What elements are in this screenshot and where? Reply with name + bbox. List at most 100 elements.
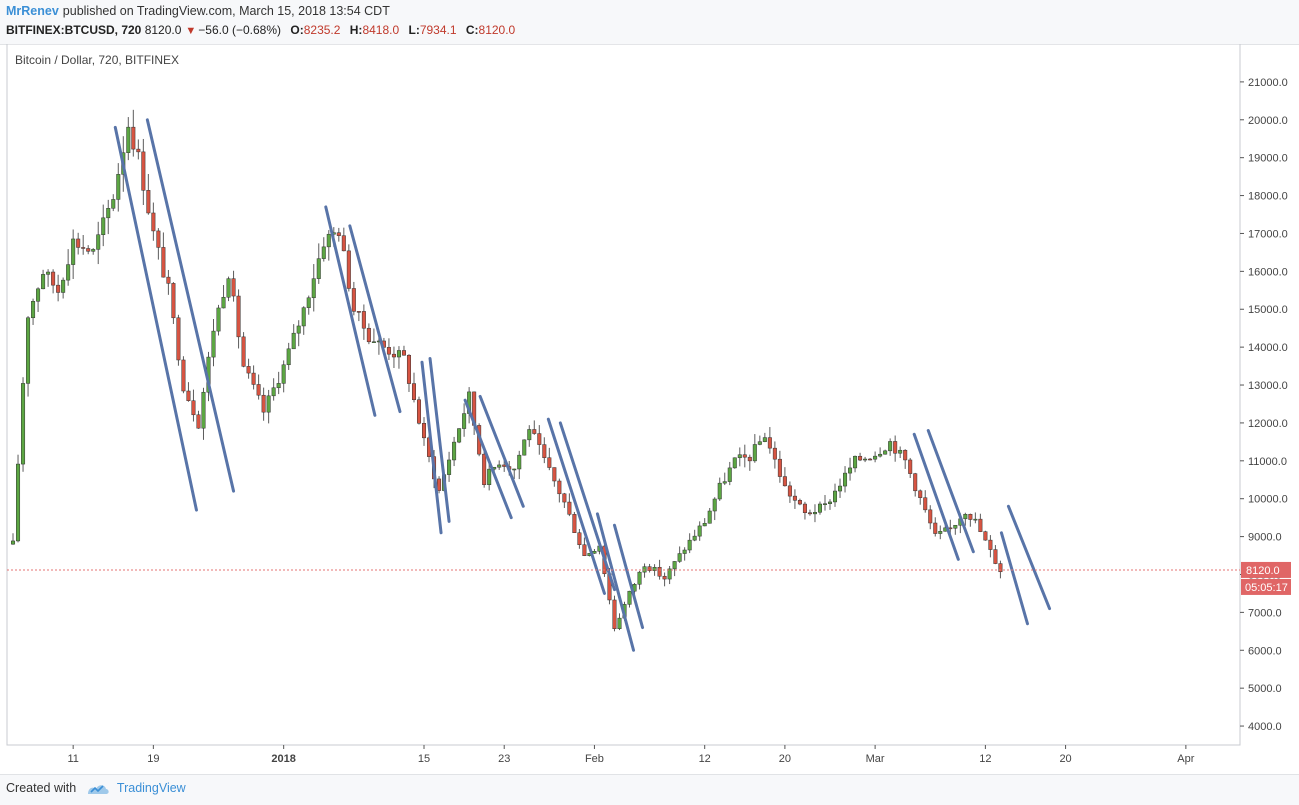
candle-down xyxy=(557,480,562,495)
candle-up xyxy=(667,568,672,580)
candle-down xyxy=(351,288,356,312)
candle-up xyxy=(963,513,968,520)
y-tick-label: 18000.0 xyxy=(1248,191,1288,203)
candle-up xyxy=(712,498,717,512)
candle-up xyxy=(371,341,376,343)
tradingview-link[interactable]: TradingView xyxy=(116,781,186,795)
high-value: 8418.0 xyxy=(362,23,400,37)
publish-line: MrRenev published on TradingView.com, Mar… xyxy=(6,4,390,18)
chart-area[interactable]: Bitcoin / Dollar, 720, BITFINEX 4000.0 50… xyxy=(0,43,1299,774)
candle-down xyxy=(797,500,802,505)
open-value: 8235.2 xyxy=(303,23,341,37)
candle-down xyxy=(261,394,266,413)
y-tick-label: 11000.0 xyxy=(1248,456,1287,468)
candle-down xyxy=(893,441,898,454)
candle-down xyxy=(968,513,973,520)
candle-down xyxy=(251,372,256,385)
candle-down xyxy=(161,247,166,278)
chart-title: Bitcoin / Dollar, 720, BITFINEX xyxy=(15,53,179,67)
candle-up xyxy=(522,439,527,456)
candle-up xyxy=(447,459,452,475)
candle-up xyxy=(692,535,697,541)
candle-up xyxy=(91,249,96,252)
candle-down xyxy=(56,284,61,293)
x-tick-label: 20 xyxy=(1059,753,1071,765)
x-tick-label: 12 xyxy=(979,753,991,765)
candle-up xyxy=(642,566,647,573)
candle-up xyxy=(276,383,281,389)
candle-up xyxy=(702,523,707,527)
candle-down xyxy=(908,459,913,474)
y-tick-label: 10000.0 xyxy=(1248,494,1288,506)
candle-up xyxy=(96,234,101,250)
chart-footer: Created with TradingView xyxy=(0,774,1299,805)
candle-down xyxy=(562,493,567,503)
candle-up xyxy=(827,501,833,504)
candle-up xyxy=(627,590,632,605)
candle-down xyxy=(422,423,427,439)
x-tick-label: 19 xyxy=(147,753,159,765)
candle-up xyxy=(316,258,321,279)
countdown-label: 05:05:17 xyxy=(1245,582,1288,594)
candle-up xyxy=(727,467,732,482)
candle-up xyxy=(36,288,41,302)
candle-down xyxy=(657,566,662,577)
candle-up xyxy=(752,444,757,462)
candle-down xyxy=(913,473,918,492)
candle-up xyxy=(617,617,622,629)
candle-up xyxy=(833,490,838,503)
candle-up xyxy=(722,481,727,484)
candle-down xyxy=(181,359,186,392)
tradingview-logo-icon[interactable] xyxy=(86,782,110,796)
candle-up xyxy=(592,551,597,554)
trendline xyxy=(546,417,606,595)
candle-down xyxy=(547,457,552,468)
trendline xyxy=(348,224,402,414)
candle-down xyxy=(186,390,191,401)
candle-down xyxy=(166,276,171,284)
y-tick-label: 21000.0 xyxy=(1248,77,1288,89)
candle-down xyxy=(542,444,547,458)
y-tick-label: 16000.0 xyxy=(1248,266,1288,278)
y-tick-label: 9000.0 xyxy=(1248,532,1282,544)
close-value: 8120.0 xyxy=(478,23,516,37)
symbol-label: BITFINEX:BTCUSD, 720 xyxy=(6,23,142,37)
candle-down xyxy=(577,532,582,545)
y-tick-label: 20000.0 xyxy=(1248,115,1288,127)
candle-up xyxy=(672,561,677,570)
candle-down xyxy=(356,311,361,313)
candle-up xyxy=(46,271,51,275)
candle-down xyxy=(537,433,542,445)
candle-down xyxy=(416,399,422,424)
candle-up xyxy=(863,458,868,461)
trendline xyxy=(926,428,975,554)
candle-up xyxy=(973,518,978,521)
candle-down xyxy=(552,467,557,482)
candle-up xyxy=(271,387,276,397)
candle-up xyxy=(26,317,31,384)
candle-down xyxy=(858,455,863,461)
candle-down xyxy=(231,278,236,297)
author-link[interactable]: MrRenev xyxy=(6,4,59,18)
candle-down xyxy=(983,531,988,541)
candle-up xyxy=(817,503,822,513)
candle-down xyxy=(978,518,983,532)
candle-down xyxy=(171,283,176,319)
price-chart[interactable]: Bitcoin / Dollar, 720, BITFINEX 4000.0 50… xyxy=(0,43,1299,774)
candle-down xyxy=(151,212,156,232)
price-change: −56.0 (−0.68%) xyxy=(198,23,282,37)
candle-down xyxy=(582,544,587,556)
x-tick-label: 11 xyxy=(67,753,78,765)
last-price-value: 8120.0 xyxy=(144,23,182,37)
x-tick-label: 20 xyxy=(779,753,791,765)
candle-up xyxy=(757,441,762,445)
candle-down xyxy=(792,495,797,501)
candle-down xyxy=(76,238,81,248)
y-tick-label: 19000.0 xyxy=(1248,153,1288,165)
candle-up xyxy=(201,391,206,429)
candle-up xyxy=(266,395,271,413)
y-tick-label: 14000.0 xyxy=(1248,342,1288,354)
y-tick-label: 15000.0 xyxy=(1248,304,1288,316)
candle-down xyxy=(86,248,91,252)
trendline xyxy=(612,523,645,630)
